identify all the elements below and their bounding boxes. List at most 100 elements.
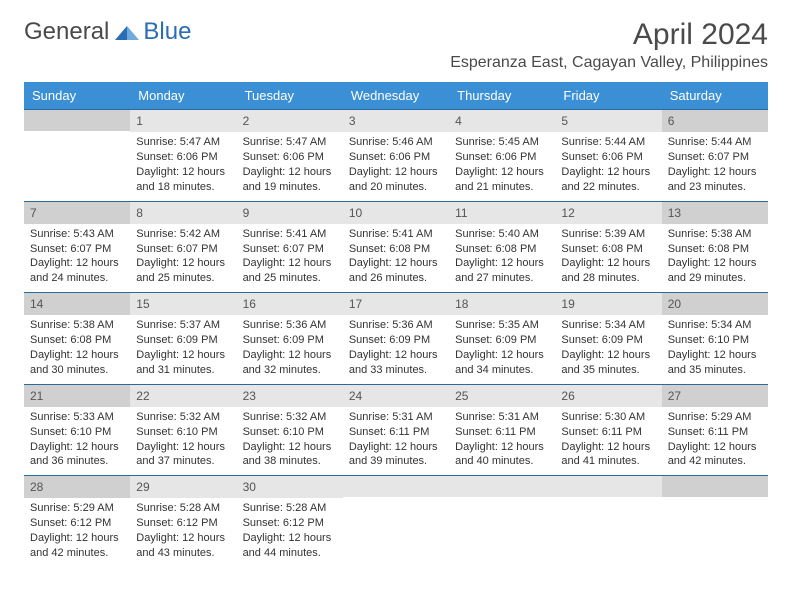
- day-number: 14: [24, 292, 130, 315]
- daylight-text: Daylight: 12 hours and 19 minutes.: [243, 165, 337, 195]
- daylight-text: Daylight: 12 hours and 42 minutes.: [668, 440, 762, 470]
- daylight-text: Daylight: 12 hours and 43 minutes.: [136, 531, 230, 561]
- sunset-text: Sunset: 6:08 PM: [30, 333, 124, 348]
- sunrise-text: Sunrise: 5:30 AM: [561, 410, 655, 425]
- daylight-text: Daylight: 12 hours and 41 minutes.: [561, 440, 655, 470]
- day-cell: 1Sunrise: 5:47 AMSunset: 6:06 PMDaylight…: [130, 109, 236, 201]
- sunrise-text: Sunrise: 5:36 AM: [349, 318, 443, 333]
- daylight-text: Daylight: 12 hours and 23 minutes.: [668, 165, 762, 195]
- sunrise-text: Sunrise: 5:37 AM: [136, 318, 230, 333]
- sunrise-text: Sunrise: 5:41 AM: [349, 227, 443, 242]
- sunrise-text: Sunrise: 5:44 AM: [561, 135, 655, 150]
- sunrise-text: Sunrise: 5:31 AM: [349, 410, 443, 425]
- daylight-text: Daylight: 12 hours and 30 minutes.: [30, 348, 124, 378]
- dayname-header: Friday: [555, 82, 661, 109]
- day-number: 7: [24, 201, 130, 224]
- sunset-text: Sunset: 6:10 PM: [30, 425, 124, 440]
- daylight-text: Daylight: 12 hours and 34 minutes.: [455, 348, 549, 378]
- day-cell: 27Sunrise: 5:29 AMSunset: 6:11 PMDayligh…: [662, 384, 768, 476]
- day-number: 23: [237, 384, 343, 407]
- day-number: 11: [449, 201, 555, 224]
- day-cell: 29Sunrise: 5:28 AMSunset: 6:12 PMDayligh…: [130, 475, 236, 567]
- sunset-text: Sunset: 6:08 PM: [668, 242, 762, 257]
- daylight-text: Daylight: 12 hours and 24 minutes.: [30, 256, 124, 286]
- day-number: 4: [449, 109, 555, 132]
- day-cell: 23Sunrise: 5:32 AMSunset: 6:10 PMDayligh…: [237, 384, 343, 476]
- sunrise-text: Sunrise: 5:36 AM: [243, 318, 337, 333]
- day-cell: 28Sunrise: 5:29 AMSunset: 6:12 PMDayligh…: [24, 475, 130, 567]
- day-number: 12: [555, 201, 661, 224]
- day-cell: 2Sunrise: 5:47 AMSunset: 6:06 PMDaylight…: [237, 109, 343, 201]
- sunrise-text: Sunrise: 5:45 AM: [455, 135, 549, 150]
- day-number: 22: [130, 384, 236, 407]
- sunset-text: Sunset: 6:09 PM: [455, 333, 549, 348]
- sunset-text: Sunset: 6:06 PM: [561, 150, 655, 165]
- week-row: 21Sunrise: 5:33 AMSunset: 6:10 PMDayligh…: [24, 384, 768, 476]
- day-number: 28: [24, 475, 130, 498]
- daylight-text: Daylight: 12 hours and 33 minutes.: [349, 348, 443, 378]
- dayname-header: Thursday: [449, 82, 555, 109]
- day-number: 3: [343, 109, 449, 132]
- sunset-text: Sunset: 6:10 PM: [136, 425, 230, 440]
- sunset-text: Sunset: 6:06 PM: [136, 150, 230, 165]
- sunrise-text: Sunrise: 5:40 AM: [455, 227, 549, 242]
- day-number: [662, 475, 768, 497]
- sunrise-text: Sunrise: 5:28 AM: [243, 501, 337, 516]
- day-cell: 15Sunrise: 5:37 AMSunset: 6:09 PMDayligh…: [130, 292, 236, 384]
- sunrise-text: Sunrise: 5:46 AM: [349, 135, 443, 150]
- day-number: 13: [662, 201, 768, 224]
- day-number: [24, 109, 130, 131]
- daylight-text: Daylight: 12 hours and 25 minutes.: [136, 256, 230, 286]
- day-cell: 5Sunrise: 5:44 AMSunset: 6:06 PMDaylight…: [555, 109, 661, 201]
- day-number: 8: [130, 201, 236, 224]
- day-cell: 9Sunrise: 5:41 AMSunset: 6:07 PMDaylight…: [237, 201, 343, 293]
- day-cell: 8Sunrise: 5:42 AMSunset: 6:07 PMDaylight…: [130, 201, 236, 293]
- sunrise-text: Sunrise: 5:43 AM: [30, 227, 124, 242]
- daylight-text: Daylight: 12 hours and 20 minutes.: [349, 165, 443, 195]
- sunrise-text: Sunrise: 5:28 AM: [136, 501, 230, 516]
- sunrise-text: Sunrise: 5:44 AM: [668, 135, 762, 150]
- daylight-text: Daylight: 12 hours and 32 minutes.: [243, 348, 337, 378]
- daylight-text: Daylight: 12 hours and 39 minutes.: [349, 440, 443, 470]
- dayname-header: Sunday: [24, 82, 130, 109]
- daylight-text: Daylight: 12 hours and 31 minutes.: [136, 348, 230, 378]
- day-cell: 25Sunrise: 5:31 AMSunset: 6:11 PMDayligh…: [449, 384, 555, 476]
- week-row: 28Sunrise: 5:29 AMSunset: 6:12 PMDayligh…: [24, 475, 768, 567]
- day-number: 1: [130, 109, 236, 132]
- sunrise-text: Sunrise: 5:47 AM: [136, 135, 230, 150]
- day-number: 10: [343, 201, 449, 224]
- day-number: 24: [343, 384, 449, 407]
- dayname-header: Monday: [130, 82, 236, 109]
- sunrise-text: Sunrise: 5:35 AM: [455, 318, 549, 333]
- sunrise-text: Sunrise: 5:39 AM: [561, 227, 655, 242]
- week-row: 7 Sunrise: 5:43 AM Sunset: 6:07 PM Daylight…: [24, 201, 768, 293]
- sunrise-text: Sunrise: 5:41 AM: [243, 227, 337, 242]
- day-cell: [555, 475, 661, 567]
- day-number: 25: [449, 384, 555, 407]
- day-number: 16: [237, 292, 343, 315]
- logo-text-general: General: [24, 18, 109, 46]
- day-cell: 3 Sunrise: 5:46 AMSunset: 6:06 PMDaylight…: [343, 109, 449, 201]
- day-cell: [343, 475, 449, 567]
- sunset-text: Sunset: 6:09 PM: [349, 333, 443, 348]
- day-cell: 4Sunrise: 5:45 AMSunset: 6:06 PMDaylight…: [449, 109, 555, 201]
- sunrise-text: Sunrise: 5:32 AM: [243, 410, 337, 425]
- day-cell: 10Sunrise: 5:41 AMSunset: 6:08 PMDayligh…: [343, 201, 449, 293]
- sunrise-text: Sunrise: 5:42 AM: [136, 227, 230, 242]
- sunset-text: Sunset: 6:06 PM: [349, 150, 443, 165]
- daylight-text: Daylight: 12 hours and 38 minutes.: [243, 440, 337, 470]
- daylight-text: Daylight: 12 hours and 40 minutes.: [455, 440, 549, 470]
- sunset-text: Sunset: 6:07 PM: [243, 242, 337, 257]
- day-number: 18: [449, 292, 555, 315]
- day-cell: 18 Sunrise: 5:35 AMSunset: 6:09 PMDayligh…: [449, 292, 555, 384]
- day-cell: 7Sunrise: 5:43 AMSunset: 6:07 PMDaylight…: [24, 201, 130, 293]
- day-cell: 14Sunrise: 5:38 AMSunset: 6:08 PMDayligh…: [24, 292, 130, 384]
- day-cell: 21Sunrise: 5:33 AMSunset: 6:10 PMDayligh…: [24, 384, 130, 476]
- page-title: April 2024: [450, 18, 768, 52]
- day-cell: 24Sunrise: 5:31 AMSunset: 6:11 PMDayligh…: [343, 384, 449, 476]
- sunset-text: Sunset: 6:11 PM: [561, 425, 655, 440]
- sunset-text: Sunset: 6:11 PM: [455, 425, 549, 440]
- sunset-text: Sunset: 6:08 PM: [455, 242, 549, 257]
- logo-text-blue: Blue: [143, 18, 191, 46]
- header: General Blue April 2024 Esperanza East, …: [24, 18, 768, 72]
